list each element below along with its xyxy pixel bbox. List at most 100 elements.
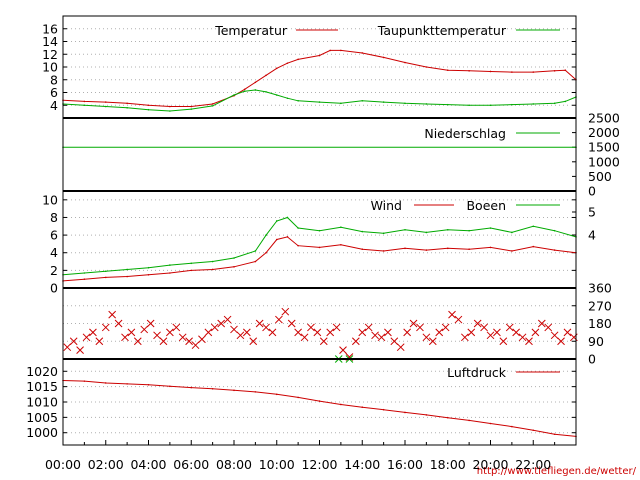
data-point-temperature-1: [233, 94, 235, 96]
data-point-temperature-0: [83, 100, 86, 103]
scatter-point-wind_direction: [550, 331, 559, 340]
data-point-wind-1: [254, 250, 257, 252]
data-point-temperature-0: [254, 81, 257, 84]
marker-stroke: [339, 346, 347, 354]
scatter-point-wind_direction: [69, 337, 78, 346]
scatter-point-wind_direction: [364, 323, 373, 332]
scatter-point-wind_direction: [108, 310, 117, 319]
right-axis-tick-label-wind_direction: 90: [588, 334, 604, 349]
data-point-temperature-0: [286, 62, 289, 64]
scatter-point-wind_direction: [493, 328, 501, 337]
data-point-temperature-1: [532, 103, 535, 105]
scatter-point-wind_direction: [467, 328, 476, 337]
scatter-point-wind_direction: [435, 328, 444, 337]
data-point-wind-0: [211, 268, 214, 271]
data-point-temperature-1: [104, 105, 107, 108]
scatter-point-wind_direction: [185, 337, 193, 346]
marker-stroke: [140, 325, 149, 334]
scatter-point-wind_direction: [287, 319, 296, 328]
marker-stroke: [76, 346, 84, 354]
marker-stroke: [518, 333, 527, 342]
data-point-pressure-0: [382, 408, 385, 411]
data-point-wind-1: [265, 234, 267, 236]
data-point-wind-1: [404, 229, 406, 231]
data-point-pressure-0: [511, 425, 513, 428]
data-point-temperature-1: [286, 97, 289, 100]
marker-stroke: [377, 333, 386, 342]
scatter-point-wind_direction: [166, 328, 174, 337]
credit-text: http://www.tiefliegen.de/wetter/: [477, 466, 637, 477]
data-point-wind-1: [446, 229, 449, 231]
y-tick-label-wind: 10: [42, 192, 58, 207]
marker-stroke: [544, 323, 553, 332]
data-point-temperature-1: [83, 104, 86, 107]
marker-stroke: [364, 323, 373, 332]
scatter-point-wind_direction: [557, 337, 565, 346]
x-tick-label: 14:00: [344, 457, 380, 472]
series-line-wind-1: [62, 216, 577, 276]
right-axis-tick-label-wind_direction: 360: [588, 281, 612, 296]
data-point-temperature-1: [382, 101, 385, 103]
marker-stroke: [287, 319, 296, 328]
data-point-wind-1: [211, 260, 214, 263]
scatter-point-wind_direction: [326, 328, 335, 337]
legend-label-temperature-1: Taupunkttemperatur: [377, 23, 507, 38]
data-point-pressure-0: [553, 433, 556, 436]
y-tick-label-wind: 0: [50, 281, 58, 296]
y-tick-label-temperature: 14: [42, 34, 58, 49]
data-point-wind-1: [553, 229, 556, 232]
marker-stroke: [210, 323, 219, 332]
data-point-temperature-1: [404, 102, 406, 105]
scatter-point-wind_direction: [281, 307, 290, 316]
data-point-temperature-1: [564, 100, 567, 103]
marker-stroke: [101, 323, 110, 332]
scatter-point-wind_direction: [140, 325, 149, 334]
scatter-point-wind_direction: [268, 328, 277, 337]
marker-stroke: [326, 328, 335, 337]
scatter-point-wind_direction: [153, 331, 161, 340]
y-tick-label-wind: 6: [50, 228, 58, 243]
scatter-point-wind_direction: [480, 323, 488, 332]
data-point-pressure-0: [211, 387, 214, 390]
data-point-pressure-0: [275, 393, 278, 396]
data-point-temperature-0: [340, 49, 342, 52]
marker-stroke: [127, 328, 136, 337]
data-point-pressure-0: [190, 386, 193, 389]
x-tick-label: 20:00: [472, 457, 508, 472]
scatter-point-wind_direction: [236, 331, 245, 340]
data-point-temperature-1: [340, 102, 342, 105]
right-axis-tick-label-wind_direction: 180: [588, 316, 612, 331]
data-point-wind-1: [361, 230, 364, 233]
data-point-wind-0: [404, 247, 406, 250]
y-tick-label-temperature: 4: [50, 98, 58, 113]
data-point-wind-0: [254, 260, 257, 263]
marker-stroke: [108, 310, 117, 319]
data-point-wind-1: [318, 229, 321, 232]
scatter-point-wind_direction: [114, 319, 123, 328]
y-tick-label-temperature: 10: [42, 60, 58, 75]
marker-stroke: [390, 337, 399, 346]
scatter-point-wind_direction: [377, 333, 386, 342]
right-axis-tick-label-precipitation: 1500: [588, 140, 620, 155]
marker-stroke: [531, 328, 540, 337]
marker-stroke: [537, 319, 546, 328]
data-point-wind-0: [83, 278, 86, 280]
scatter-point-wind_direction: [210, 323, 219, 332]
marker-stroke: [204, 328, 213, 337]
data-point-wind-0: [104, 276, 107, 279]
data-point-wind-1: [382, 232, 385, 235]
marker-stroke: [82, 333, 91, 342]
right-axis-tick-label-wind: 4: [588, 228, 596, 243]
scatter-point-wind_direction: [409, 319, 418, 328]
data-point-temperature-0: [275, 67, 278, 70]
data-point-temperature-0: [126, 102, 128, 105]
data-point-temperature-0: [329, 49, 331, 52]
data-point-wind-0: [489, 246, 492, 249]
y-tick-label-pressure: 1010: [26, 395, 58, 410]
data-point-temperature-0: [382, 56, 385, 59]
marker-stroke: [307, 323, 315, 332]
scatter-point-wind_direction: [76, 346, 84, 354]
data-point-wind-0: [340, 243, 342, 246]
y-tick-label-pressure: 1020: [26, 364, 58, 379]
scatter-point-wind_direction: [300, 333, 309, 342]
